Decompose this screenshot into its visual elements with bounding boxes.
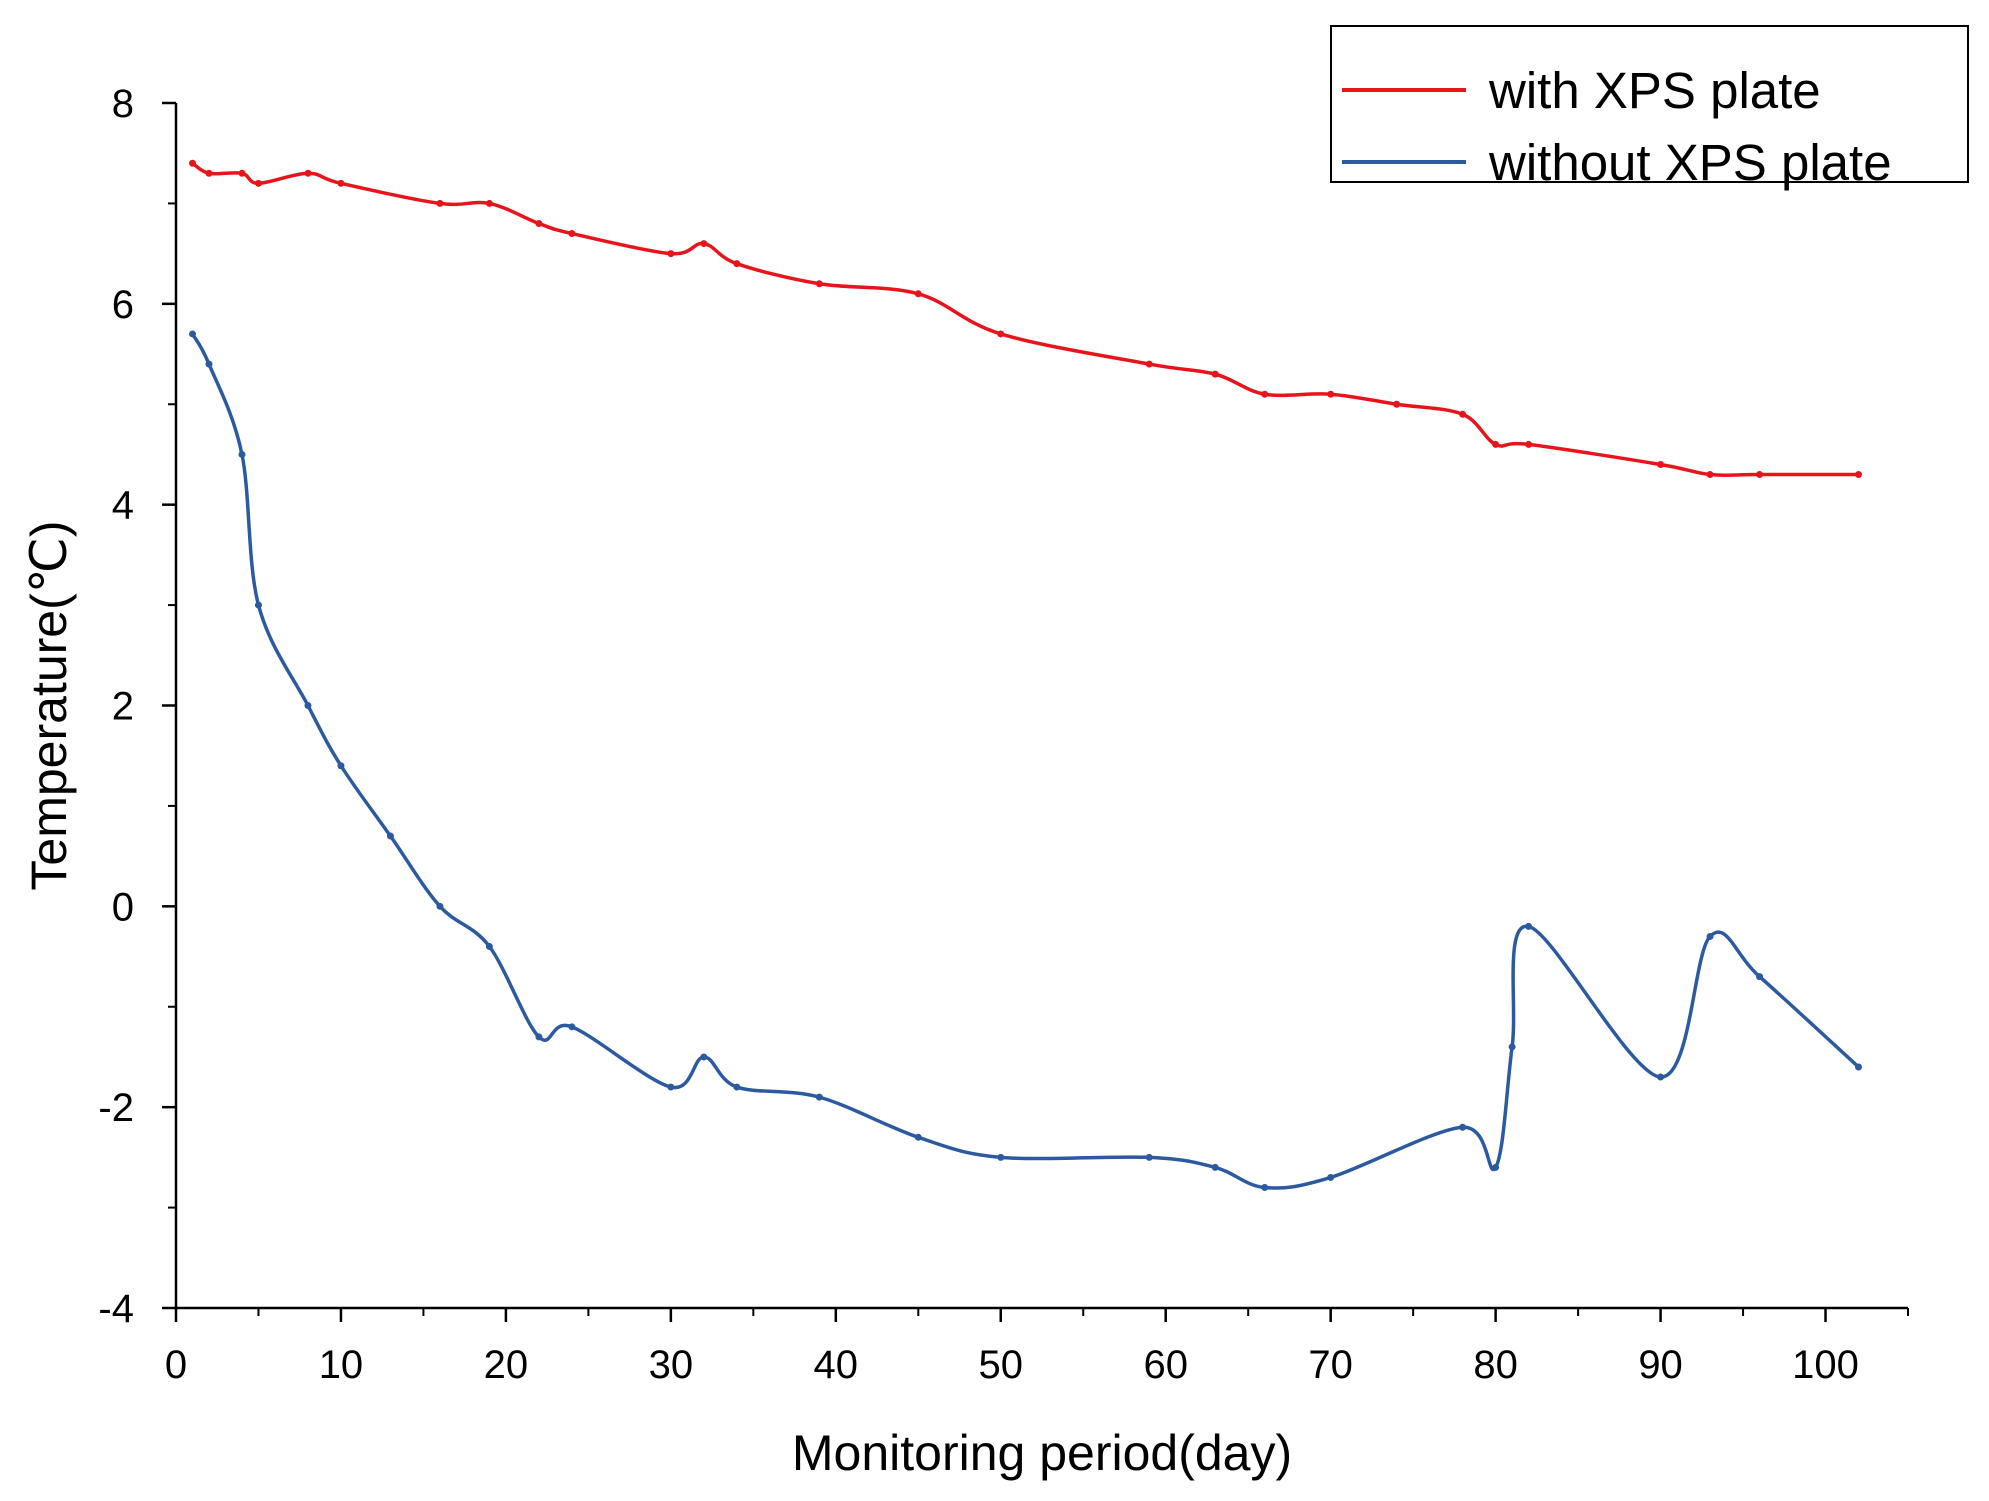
x-tick-label: 0	[165, 1343, 187, 1387]
x-axis-title: Monitoring period(day)	[792, 1425, 1292, 1481]
data-point	[254, 601, 262, 609]
y-tick-label: 0	[112, 885, 134, 929]
data-point	[205, 169, 213, 177]
legend-box	[1330, 25, 1969, 183]
data-point	[238, 169, 246, 177]
data-point	[485, 199, 493, 207]
data-point	[1855, 471, 1863, 479]
data-point	[1756, 471, 1764, 479]
data-point	[436, 902, 444, 910]
y-tick-label: -4	[98, 1287, 134, 1331]
data-point	[1657, 1073, 1665, 1081]
data-point	[815, 1093, 823, 1101]
data-point	[1706, 471, 1714, 479]
y-tick-label: -2	[98, 1086, 134, 1130]
data-point	[304, 702, 312, 709]
x-tick-label: 60	[1143, 1343, 1188, 1387]
data-point	[1393, 400, 1401, 408]
data-point	[1261, 1184, 1269, 1191]
data-point	[1756, 973, 1764, 981]
data-point	[815, 280, 823, 288]
data-point	[1211, 370, 1219, 378]
x-tick-label: 40	[814, 1343, 859, 1387]
data-point	[1145, 360, 1153, 368]
data-point	[1327, 390, 1335, 398]
x-tick-label: 30	[649, 1343, 694, 1387]
data-point	[568, 1023, 576, 1031]
data-point	[436, 199, 444, 207]
data-point	[700, 1053, 708, 1061]
legend-label-with-xps: with XPS plate	[1488, 62, 1821, 119]
data-point	[1459, 410, 1467, 418]
data-point	[667, 250, 675, 258]
data-point	[1525, 922, 1533, 930]
y-tick-label: 4	[112, 484, 134, 528]
data-point	[485, 943, 493, 950]
data-point	[914, 1133, 922, 1141]
data-point	[254, 179, 262, 187]
data-point	[1508, 1043, 1516, 1051]
x-tick-label: 20	[484, 1343, 529, 1387]
data-point	[386, 832, 394, 840]
data-point	[1657, 461, 1665, 468]
data-point	[535, 220, 543, 227]
y-axis-title: Temperature(℃)	[21, 520, 77, 890]
x-tick-label: 50	[979, 1343, 1024, 1387]
data-point	[1145, 1153, 1153, 1161]
data-point	[914, 290, 922, 298]
y-tick-label: 6	[112, 283, 134, 327]
axes: 0 10 20 30 40 50 60 70 80 90 100 -4 -2 0 2 4 6 8	[98, 82, 1909, 1387]
data-point	[304, 169, 312, 177]
data-point	[997, 330, 1005, 338]
data-point	[535, 1033, 543, 1041]
legend-label-without-xps: without XPS plate	[1488, 134, 1892, 191]
x-tick-label: 80	[1473, 1343, 1518, 1387]
data-point	[997, 1153, 1005, 1161]
data-point	[188, 159, 196, 167]
data-point	[1855, 1063, 1863, 1071]
data-point	[1327, 1173, 1335, 1181]
x-tick-label: 100	[1792, 1343, 1859, 1387]
x-tick-label: 70	[1308, 1343, 1353, 1387]
data-point	[733, 1083, 741, 1091]
data-point	[1525, 440, 1533, 448]
data-point	[1459, 1123, 1467, 1131]
data-point	[667, 1083, 675, 1091]
data-point	[337, 179, 345, 187]
data-point	[205, 360, 213, 368]
series-layer	[188, 159, 1863, 1191]
data-point	[188, 330, 196, 338]
data-point	[337, 762, 345, 770]
y-tick-label: 8	[112, 82, 134, 126]
data-point	[700, 240, 708, 248]
data-point	[733, 260, 741, 268]
x-tick-label: 90	[1638, 1343, 1683, 1387]
x-tick-label: 10	[319, 1343, 364, 1387]
data-point	[568, 230, 576, 238]
data-point	[1492, 1163, 1500, 1171]
data-point	[1261, 390, 1269, 398]
data-point	[1492, 440, 1500, 448]
data-point	[238, 450, 246, 458]
legend: with XPS plate without XPS plate	[1330, 25, 1969, 191]
data-point	[1706, 932, 1714, 940]
data-point	[1211, 1163, 1219, 1171]
y-tick-label: 2	[112, 685, 134, 729]
